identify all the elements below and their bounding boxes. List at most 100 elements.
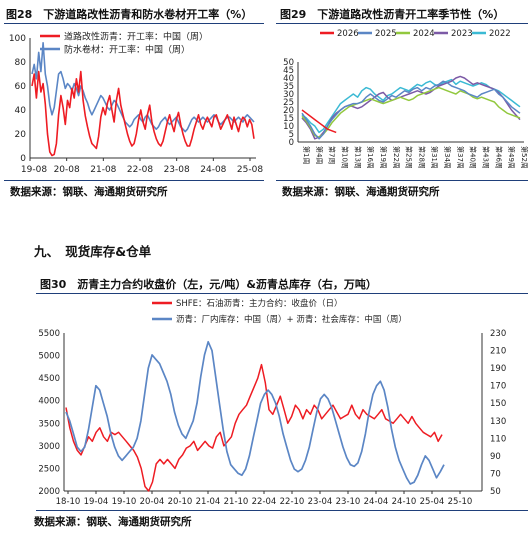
chart1-title: 图28 下游道路改性沥青和防水卷材开工率（%）: [6, 8, 253, 21]
chart1-source: 数据来源：钢联、海通期货研究所: [10, 186, 168, 198]
chart2-legend-label: 2023: [451, 29, 473, 39]
chart1-series-road-asphalt: [31, 70, 255, 157]
chart2-x-tick-label: 第25周: [405, 146, 414, 169]
chart3-bottom-rule: [36, 510, 528, 511]
chart3-rule: [36, 293, 528, 294]
chart1-plot: 0 20 40 60 80 100 19-08 20-08 21-08 22-08 23-08 24-…: [9, 31, 264, 176]
chart2-x-tick-label: 第52周: [520, 146, 528, 169]
chart3-x-tick-label: 18-10: [56, 497, 81, 507]
chart2-x-tick-label: 第40周: [469, 146, 478, 169]
chart2-y-tick-label: 10: [283, 122, 294, 132]
chart1-y-tick-label: 20: [15, 130, 27, 140]
chart1-y-tick-label: 100: [9, 34, 26, 44]
chart1-y-tick-label: 0: [20, 154, 26, 164]
chart3-title: 图30 沥青主力合约收盘价（左，元/吨）&沥青总库存（右，万吨）: [40, 278, 377, 291]
chart2-y-tick-label: 30: [283, 90, 294, 100]
chart1-y-tick-label: 40: [15, 106, 27, 116]
chart2-y-tick-label: 40: [283, 74, 294, 84]
chart2-y-tick-label: 50: [283, 58, 294, 68]
chart3-x-tick-label: 22-04: [252, 497, 277, 507]
chart3-x-tick-label: 19-10: [112, 497, 137, 507]
chart1-y-tick-label: 80: [15, 58, 27, 68]
chart2-bottom-rule: [276, 180, 528, 181]
chart2-series-2022: [301, 78, 521, 134]
chart2-y-tick-label: 35: [283, 82, 294, 92]
chart2-y-tick-label: 5: [289, 130, 294, 140]
chart3-right-tick-label: 70: [490, 469, 501, 479]
chart3-series-inventory: [65, 340, 445, 485]
chart3-right-tick-label: 210: [490, 347, 506, 357]
chart3-right-tick-label: 110: [490, 434, 506, 444]
chart3-right-tick-label: 50: [490, 487, 501, 497]
chart3-right-tick-label: 170: [490, 382, 506, 392]
chart2-source: 数据来源：钢联、海通期货研究所: [282, 186, 440, 198]
chart2-legend-label: 2025: [375, 29, 397, 39]
chart3-left-tick-label: 4500: [38, 374, 60, 384]
chart3-x-tick-label: 21-10: [224, 497, 249, 507]
chart3-x-tick-label: 23-04: [308, 497, 333, 507]
chart3-right-tick-label: 130: [490, 417, 506, 427]
chart3-right-tick-label: 190: [490, 364, 506, 374]
chart3-x-tick-label: 23-10: [336, 497, 361, 507]
chart3-left-tick-label: 3500: [38, 419, 60, 429]
chart3-left-tick-label: 3000: [38, 442, 60, 452]
chart1-y-tick-label: 60: [15, 82, 27, 92]
chart3-x-tick-label: 21-04: [196, 497, 221, 507]
chart2-x-tick-label: 第31周: [430, 146, 439, 169]
chart2-x-tick-label: 第19周: [379, 146, 388, 169]
chart1-x-tick-label: 19-08: [21, 165, 47, 175]
chart2-x-tick-label: 第49周: [507, 146, 516, 169]
chart3-left-tick-label: 4000: [38, 397, 60, 407]
chart2-x-tick-label: 第4周: [315, 146, 324, 164]
section-heading: 九、 现货库存&仓单: [34, 244, 152, 259]
chart2-x-tick-label: 第13周: [353, 146, 362, 169]
chart2-legend-label: 2022: [489, 29, 511, 39]
chart1-x-tick-label: 24-08: [200, 165, 226, 175]
chart3-source: 数据来源：钢联、海通期货研究所: [34, 516, 192, 528]
chart3-x-tick-label: 24-04: [364, 497, 389, 507]
chart1-x-tick-label: 22-08: [127, 165, 153, 175]
chart2-x-tick-label: 第16周: [366, 146, 375, 169]
chart2-x-tick-label: 第37周: [456, 146, 465, 169]
chart3-legend-label-inventory: 沥青：厂内库存：中国（周）+ 沥青：社会库存：中国（周）: [176, 314, 407, 325]
chart2-series-2026: [301, 109, 337, 134]
chart2-x-tick-label: 第34周: [443, 146, 452, 169]
chart1-x-tick-label: 25-08: [237, 165, 263, 175]
chart2-x-tick-label: 第22周: [392, 146, 401, 169]
chart2-x-tick-label: 第1周: [302, 146, 311, 164]
chart2-legend-label: 2024: [413, 29, 435, 39]
chart3-x-tick-label: 22-10: [280, 497, 305, 507]
chart2-series-2024: [301, 86, 521, 138]
chart2-y-tick-label: 20: [283, 106, 294, 116]
chart2-y-tick-label: 25: [283, 98, 294, 108]
chart3-x-tick-label: 25-04: [420, 497, 445, 507]
chart1-bottom-rule: [4, 180, 264, 181]
chart2-x-tick-label: 第10周: [340, 146, 349, 169]
chart1-x-tick-label: 21-08: [90, 165, 116, 175]
chart3-series-price: [65, 363, 443, 492]
chart2-x-tick-label: 第43周: [482, 146, 491, 169]
chart2-series-2023: [301, 75, 521, 140]
chart2-x-tick-label: 第28周: [417, 146, 426, 169]
chart3-plot: 2000 2500 3000 3500 4000 4500 5000 5500 50 70 90 11…: [38, 298, 506, 507]
chart3-right-tick-label: 90: [490, 452, 501, 462]
chart3-x-tick-label: 20-04: [140, 497, 165, 507]
chart3-right-tick-label: 150: [490, 399, 506, 409]
chart3-x-tick-label: 24-10: [392, 497, 417, 507]
chart2-title: 图29 下游道路改性沥青开工率季节性（%）: [280, 8, 505, 21]
chart1-rule: [4, 23, 264, 24]
chart2-x-tick-label: 第7周: [328, 146, 337, 164]
chart3-x-tick-label: 25-10: [448, 497, 473, 507]
chart1-x-tick-label: 20-08: [54, 165, 80, 175]
chart1-x-tick-label: 23-08: [164, 165, 190, 175]
chart3-x-tick-label: 20-10: [168, 497, 193, 507]
chart3-legend-label-price: SHFE：石油沥青：主力合约：收盘价（日）: [176, 298, 343, 309]
chart2-rule: [276, 23, 528, 24]
chart1-legend-label: 道路改性沥青：开工率：中国（周）: [64, 31, 208, 43]
chart2-y-tick-label: 45: [283, 66, 294, 76]
chart3-left-tick-label: 2500: [38, 464, 60, 474]
chart3-x-tick-label: 19-04: [84, 497, 109, 507]
chart3-left-tick-label: 2000: [38, 487, 60, 497]
chart2-x-tick-label: 第46周: [494, 146, 503, 169]
